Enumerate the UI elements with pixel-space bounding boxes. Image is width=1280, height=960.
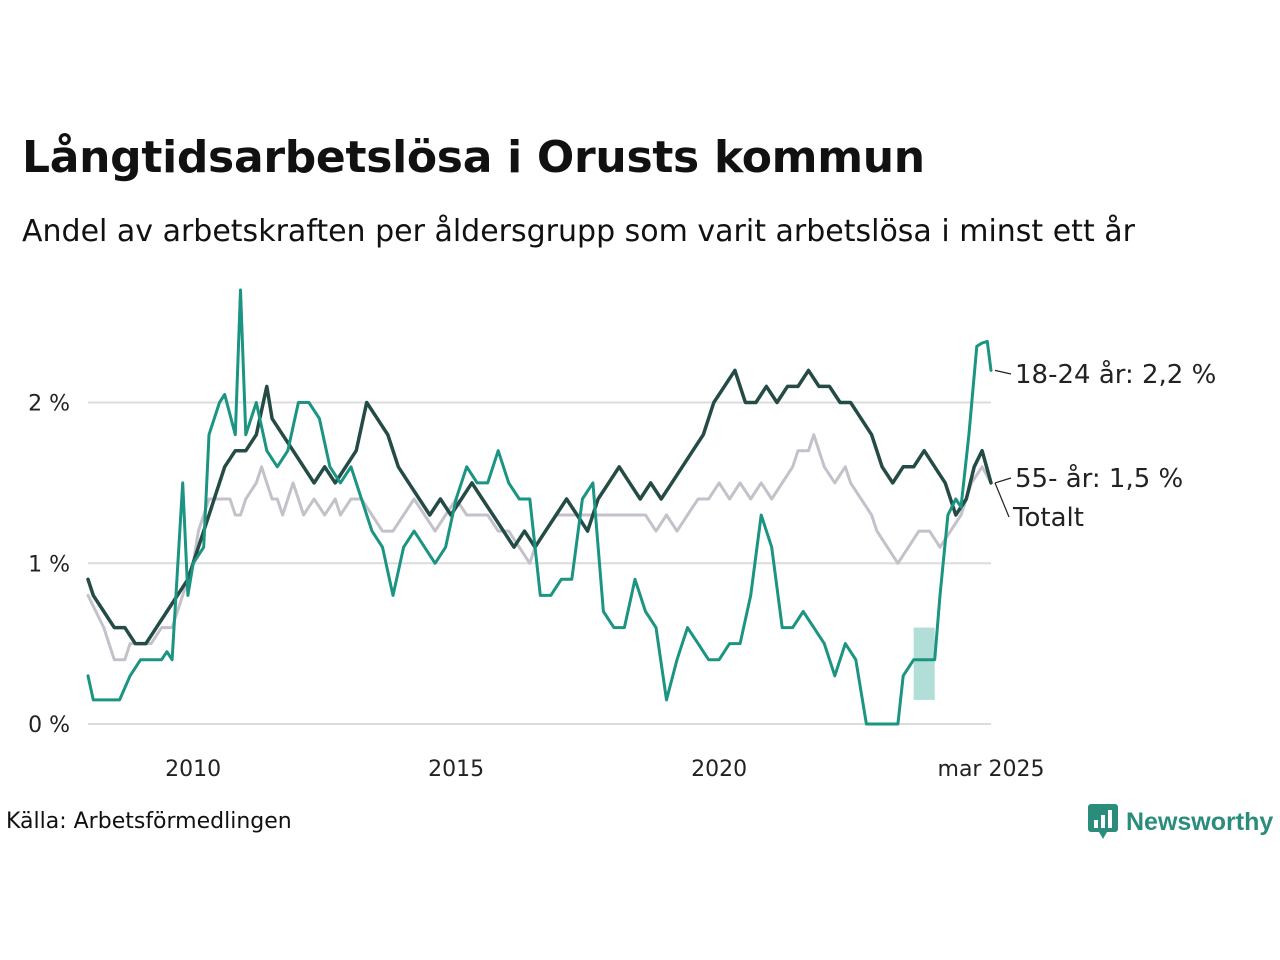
band-layer <box>913 627 935 700</box>
x-tick-label: 2020 <box>691 757 747 782</box>
label-layer: 18-24 år: 2,2 % 55- år: 1,5 % Totalt <box>994 359 1216 533</box>
newsworthy-logo[interactable]: Newsworthy <box>1088 804 1273 840</box>
end-label: Totalt <box>1012 503 1084 533</box>
series-line-2 <box>86 288 993 726</box>
y-tick-label: 2 % <box>28 392 70 417</box>
grid-layer <box>88 401 991 725</box>
end-label: 55- år: 1,5 % <box>1015 463 1183 494</box>
logo-text: Newsworthy <box>1126 807 1274 836</box>
y-tick-label: 1 % <box>28 552 70 577</box>
chart-title: Långtidsarbetslösa i Orusts kommun <box>22 132 925 183</box>
uncertainty-band <box>913 627 935 700</box>
end-label: 18-24 år: 2,2 % <box>1015 359 1216 390</box>
x-tick-label: 2010 <box>165 757 221 782</box>
end-label-leader <box>994 369 1012 375</box>
source-note: Källa: Arbetsförmedlingen <box>6 809 292 834</box>
x-tick-label: 2015 <box>428 757 484 782</box>
chart-subtitle: Andel av arbetskraften per åldersgrupp s… <box>22 214 1135 249</box>
y-tick-label: 0 % <box>28 713 70 738</box>
series-layer <box>86 288 993 726</box>
series-line-1 <box>86 368 993 646</box>
end-label-leader <box>994 482 1010 518</box>
bar-chart-icon <box>1088 804 1118 839</box>
x-tick-label: mar 2025 <box>938 757 1045 782</box>
axis-layer: 0 % 1 % 2 % 2010 2015 2020 mar 2025 <box>28 392 1044 782</box>
end-label-leader <box>994 477 1012 484</box>
